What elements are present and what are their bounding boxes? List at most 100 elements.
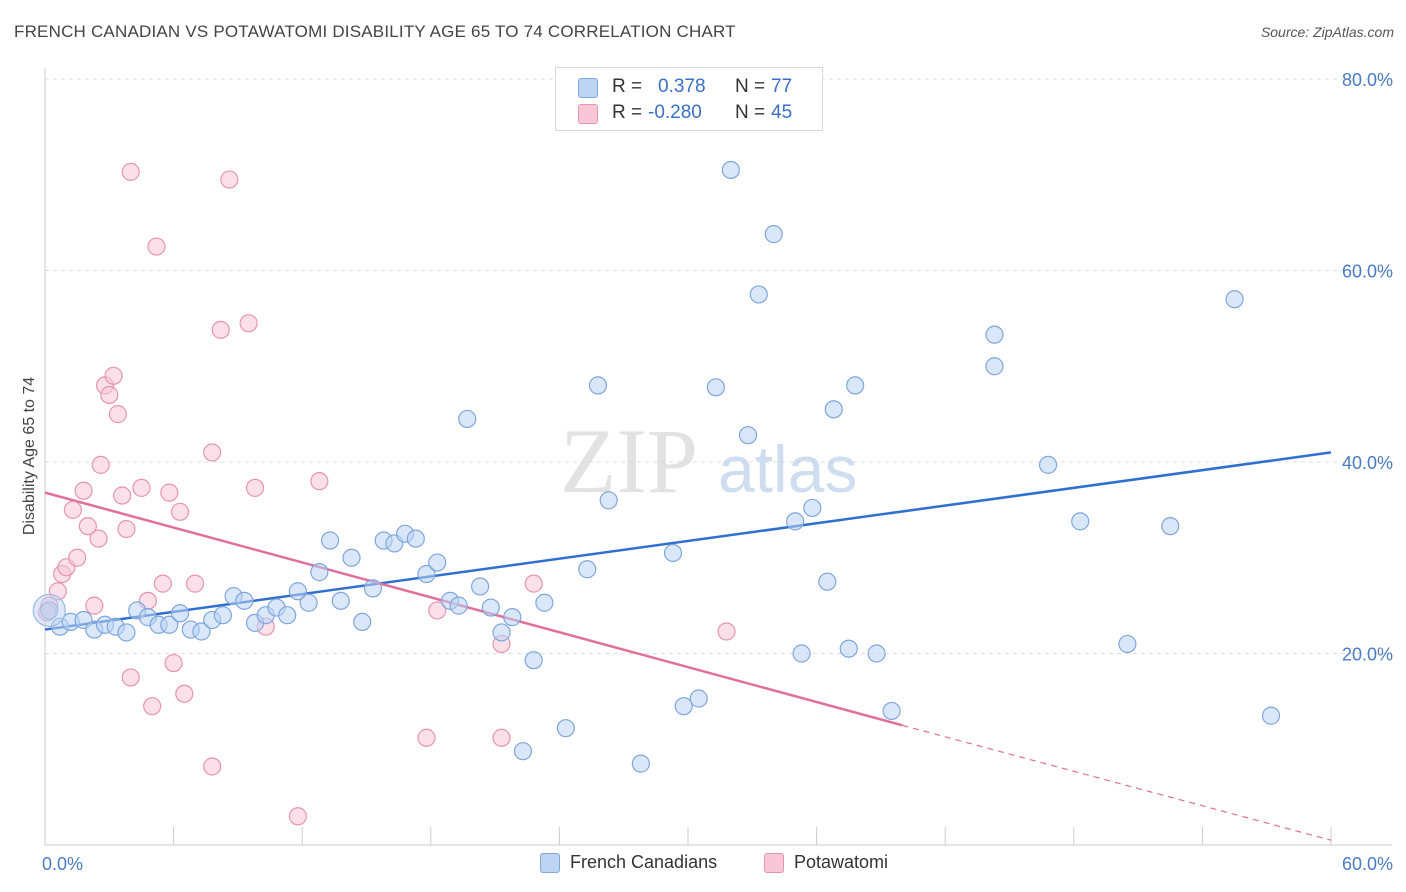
point-french-canadians xyxy=(786,512,805,531)
point-french-canadians xyxy=(824,400,843,419)
point-french-canadians xyxy=(32,593,66,628)
watermark-atlas: atlas xyxy=(718,432,857,506)
point-french-canadians xyxy=(492,623,511,642)
point-potawatomi xyxy=(89,529,108,548)
trend-line-french-canadians xyxy=(44,451,1332,631)
chart-title: FRENCH CANADIAN VS POTAWATOMI DISABILITY… xyxy=(14,22,736,41)
point-french-canadians xyxy=(689,689,708,708)
point-french-canadians xyxy=(839,639,858,658)
trend-lines xyxy=(44,451,1332,841)
point-french-canadians xyxy=(406,529,425,548)
legend-n-value: 45 xyxy=(771,102,793,123)
watermark-zip: ZIP xyxy=(560,410,698,512)
point-potawatomi xyxy=(203,443,222,462)
point-french-canadians xyxy=(985,325,1004,344)
point-potawatomi xyxy=(492,728,511,747)
point-french-canadians xyxy=(1161,517,1180,536)
data-points xyxy=(32,160,1281,826)
point-potawatomi xyxy=(113,486,132,505)
point-french-canadians xyxy=(1071,512,1090,531)
legend-r-value: 0.378 xyxy=(658,76,706,97)
point-potawatomi xyxy=(147,237,166,256)
legend-swatch-pink xyxy=(764,853,784,873)
point-french-canadians xyxy=(1261,706,1281,725)
y-tick-label: 40.0% xyxy=(1342,453,1393,473)
point-french-canadians xyxy=(288,582,308,601)
legend-r-value: -0.280 xyxy=(648,102,702,123)
point-potawatomi xyxy=(245,478,265,497)
point-potawatomi xyxy=(717,622,736,641)
point-french-canadians xyxy=(1225,290,1244,309)
legend-n-label: N = xyxy=(735,76,766,97)
point-potawatomi xyxy=(68,548,87,567)
point-french-canadians xyxy=(882,701,901,721)
point-french-canadians xyxy=(738,426,758,445)
point-french-canadians xyxy=(213,606,232,625)
legend-n-label: N = xyxy=(735,102,766,123)
point-french-canadians xyxy=(524,651,543,670)
point-potawatomi xyxy=(132,478,151,497)
legend-swatch-blue xyxy=(578,78,598,98)
point-french-canadians xyxy=(458,409,477,429)
point-french-canadians xyxy=(818,572,837,591)
point-french-canadians xyxy=(674,697,693,716)
point-potawatomi xyxy=(417,728,436,747)
point-french-canadians xyxy=(192,622,211,641)
legend-n-value: 77 xyxy=(771,76,793,97)
axes xyxy=(44,68,1392,846)
point-french-canadians xyxy=(706,378,725,397)
point-french-canadians xyxy=(160,615,179,634)
point-french-canadians xyxy=(764,225,783,244)
point-potawatomi xyxy=(164,653,183,673)
point-french-canadians xyxy=(428,553,447,572)
point-french-canadians xyxy=(803,498,822,518)
point-french-canadians xyxy=(535,593,554,612)
point-potawatomi xyxy=(91,455,110,474)
point-french-canadians xyxy=(278,606,297,625)
point-french-canadians xyxy=(235,591,254,610)
point-potawatomi xyxy=(85,596,104,615)
point-potawatomi xyxy=(160,483,179,502)
point-potawatomi xyxy=(121,162,140,181)
point-french-canadians xyxy=(846,376,865,395)
bottom-legend-label: French Canadians xyxy=(570,852,718,872)
gridlines xyxy=(45,78,1392,654)
point-potawatomi xyxy=(121,668,140,687)
point-potawatomi xyxy=(63,500,82,519)
point-french-canadians xyxy=(353,612,372,632)
point-potawatomi xyxy=(288,807,308,826)
point-french-canadians xyxy=(170,604,190,623)
legend-r-label: R = xyxy=(612,102,643,123)
point-potawatomi xyxy=(78,517,97,536)
point-french-canadians xyxy=(631,754,650,773)
point-potawatomi xyxy=(310,472,329,491)
point-french-canadians xyxy=(749,285,768,304)
point-potawatomi xyxy=(220,170,239,189)
point-potawatomi xyxy=(211,320,230,339)
point-french-canadians xyxy=(342,548,361,567)
x-tick-label: 0.0% xyxy=(42,854,83,874)
source-note: Source: ZipAtlas.com xyxy=(1260,24,1394,40)
point-potawatomi xyxy=(203,757,222,776)
point-potawatomi xyxy=(239,314,258,333)
point-potawatomi xyxy=(185,574,205,593)
y-axis-title: Disability Age 65 to 74 xyxy=(21,377,38,535)
point-french-canadians xyxy=(310,563,329,582)
legend: R = 0.378 N = 77 R = -0.280 N = 45 xyxy=(555,67,823,131)
point-french-canadians xyxy=(513,742,533,761)
trend-line-potawatomi xyxy=(44,491,903,727)
point-french-canadians xyxy=(331,591,350,610)
point-potawatomi xyxy=(100,385,119,405)
point-potawatomi xyxy=(104,366,123,385)
point-french-canadians xyxy=(588,376,608,395)
point-potawatomi xyxy=(428,601,447,620)
point-french-canadians xyxy=(117,623,136,642)
point-potawatomi xyxy=(117,519,136,539)
point-french-canadians xyxy=(721,160,740,180)
bottom-legend-label: Potawatomi xyxy=(794,852,889,872)
point-potawatomi xyxy=(143,697,162,716)
point-french-canadians xyxy=(1038,455,1058,474)
y-tick-label: 60.0% xyxy=(1342,262,1393,282)
point-french-canadians xyxy=(320,531,340,550)
